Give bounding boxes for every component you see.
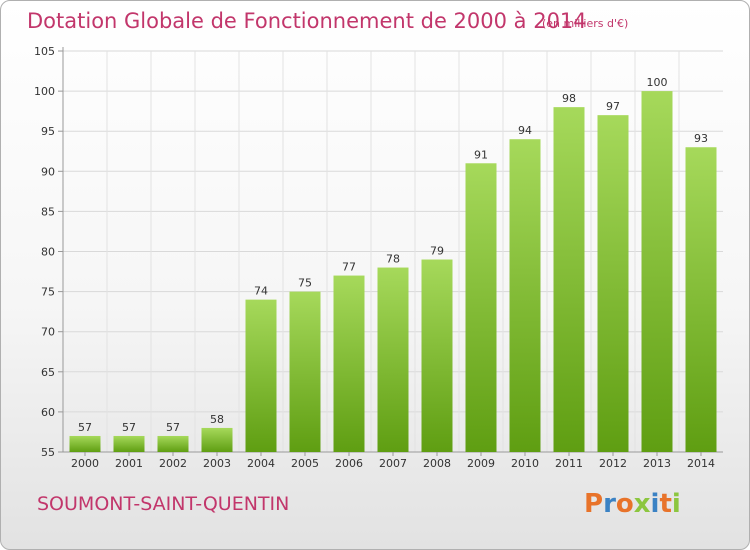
value-label-2000: 57 xyxy=(78,421,92,434)
value-label-2001: 57 xyxy=(122,421,136,434)
bar-2014 xyxy=(685,147,717,453)
chart-subtitle: (en milliers d'€) xyxy=(542,17,629,30)
bar-2002 xyxy=(157,435,189,452)
x-tick-label-2003: 2003 xyxy=(203,457,231,470)
bar-2005 xyxy=(289,291,321,452)
bar-2012 xyxy=(597,115,629,452)
bar-2001 xyxy=(113,435,145,452)
chart-title: Dotation Globale de Fonctionnement de 20… xyxy=(27,9,587,33)
bars xyxy=(69,91,717,453)
y-tick-label: 55 xyxy=(41,446,55,459)
value-labels: 57 57 57 58 74 75 77 78 79 91 94 98 97 100 93 xyxy=(78,76,708,434)
bar-2008 xyxy=(421,259,453,452)
logo-letter: x xyxy=(633,489,651,519)
logo-letter: o xyxy=(615,489,634,519)
value-label-2008: 79 xyxy=(430,245,444,258)
x-tick-label-2012: 2012 xyxy=(599,457,627,470)
bar-2000 xyxy=(69,435,101,452)
y-tick-label: 85 xyxy=(41,205,55,218)
value-label-2009: 91 xyxy=(474,148,488,161)
bar-2013 xyxy=(641,91,673,452)
bar-2004 xyxy=(245,299,277,452)
value-label-2007: 78 xyxy=(386,253,400,266)
commune-name: SOUMONT-SAINT-QUENTIN xyxy=(37,493,290,515)
x-tick-label-2004: 2004 xyxy=(247,457,275,470)
value-label-2004: 74 xyxy=(254,285,268,298)
x-tick-label-2000: 2000 xyxy=(71,457,99,470)
x-tick-label-2014: 2014 xyxy=(687,457,715,470)
y-tick-label: 80 xyxy=(41,246,55,259)
value-label-2014: 93 xyxy=(694,132,708,145)
x-tick-label-2006: 2006 xyxy=(335,457,363,470)
bar-2006 xyxy=(333,275,365,452)
value-label-2005: 75 xyxy=(298,277,312,290)
y-tick-label: 65 xyxy=(41,366,55,379)
y-tick-label: 95 xyxy=(41,125,55,138)
y-tick-label: 60 xyxy=(41,406,55,419)
value-label-2010: 94 xyxy=(518,124,532,137)
bar-2003 xyxy=(201,427,233,452)
logo-letter: P xyxy=(584,489,604,519)
x-tick-label-2011: 2011 xyxy=(555,457,583,470)
bar-2007 xyxy=(377,267,409,452)
value-label-2013: 100 xyxy=(647,76,668,89)
x-tick-label-2005: 2005 xyxy=(291,457,319,470)
logo-letter: t xyxy=(659,489,672,519)
x-tick-label-2007: 2007 xyxy=(379,457,407,470)
x-tick-label-2009: 2009 xyxy=(467,457,495,470)
logo-letter: r xyxy=(603,489,616,519)
logo-letter: i xyxy=(671,489,681,519)
y-tick-label: 70 xyxy=(41,326,55,339)
y-tick-label: 90 xyxy=(41,165,55,178)
value-label-2002: 57 xyxy=(166,421,180,434)
x-tick-label-2002: 2002 xyxy=(159,457,187,470)
y-tick-label: 75 xyxy=(41,286,55,299)
value-label-2012: 97 xyxy=(606,100,620,113)
y-tick-label: 100 xyxy=(34,85,55,98)
value-label-2011: 98 xyxy=(562,92,576,105)
bar-2009 xyxy=(465,163,497,452)
proxiti-logo: Proxiti xyxy=(584,489,681,519)
bar-2011 xyxy=(553,107,585,452)
bar-2010 xyxy=(509,139,541,452)
x-tick-label-2008: 2008 xyxy=(423,457,451,470)
x-tick-label-2001: 2001 xyxy=(115,457,143,470)
value-label-2003: 58 xyxy=(210,413,224,426)
logo-letter: i xyxy=(650,489,660,519)
value-label-2006: 77 xyxy=(342,261,356,274)
x-tick-label-2010: 2010 xyxy=(511,457,539,470)
y-tick-label: 105 xyxy=(34,45,55,58)
x-tick-label-2013: 2013 xyxy=(643,457,671,470)
